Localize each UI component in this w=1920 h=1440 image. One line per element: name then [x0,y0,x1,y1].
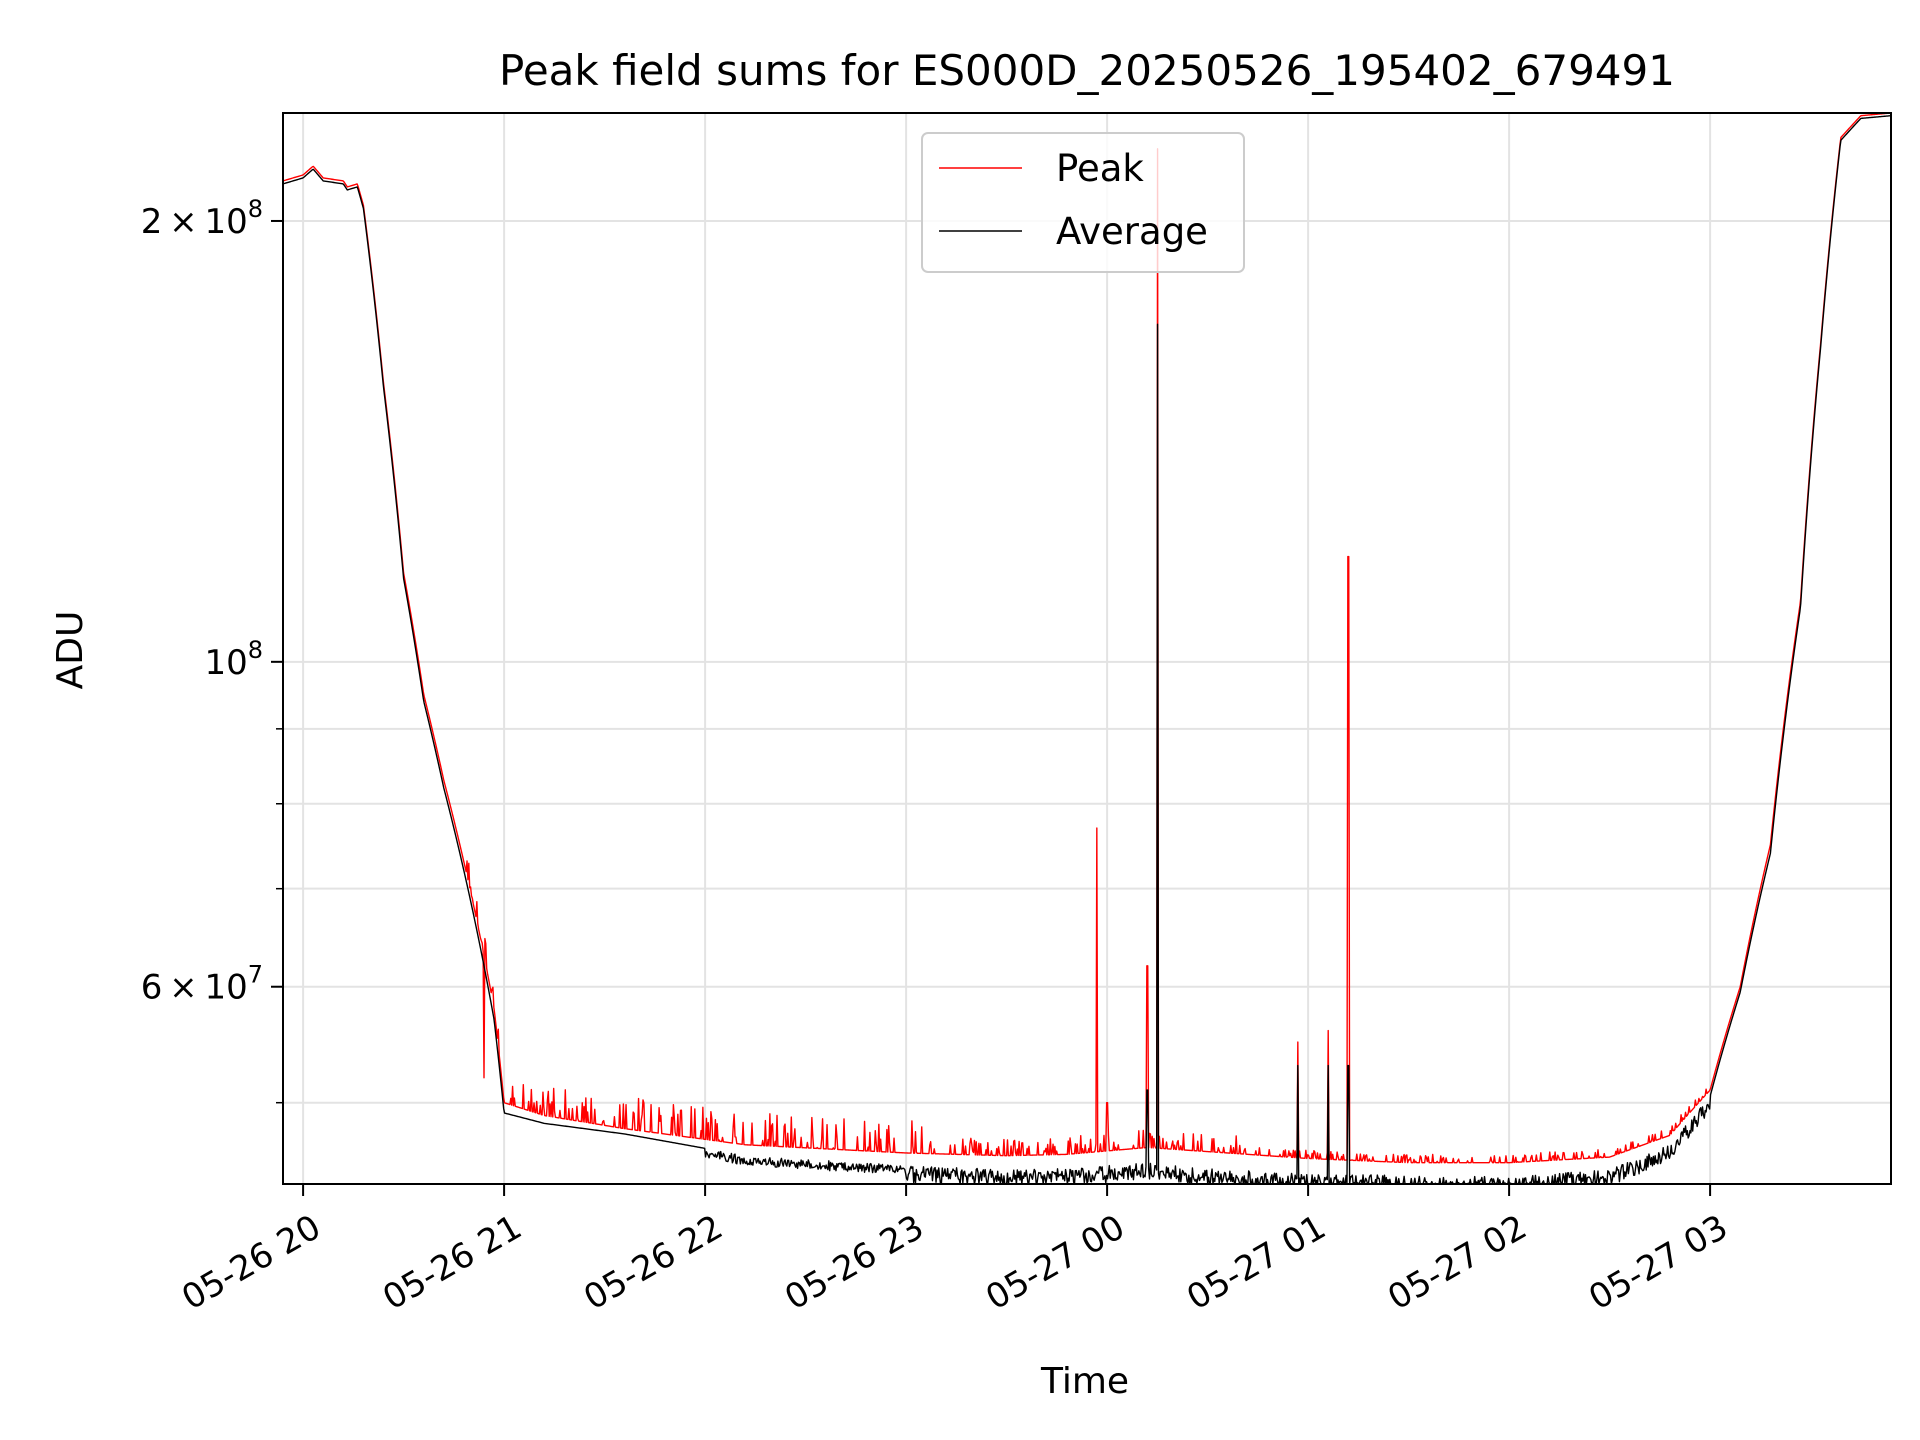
legend: Peak Average [921,132,1245,273]
chart-title: Peak field sums for ES000D_20250526_1954… [499,46,1675,95]
legend-label-peak: Peak [1056,147,1144,190]
y-axis-label: ADU [50,611,91,690]
y-axis: 108 2 × 108 6 × 107 [141,195,283,1104]
plot-frame [282,112,1892,1185]
y-tick-label: 6 × 107 [141,961,263,1008]
y-tick-label: 2 × 108 [141,195,263,242]
series-line-peak [283,113,1891,1164]
legend-label-average: Average [1056,210,1208,253]
x-axis-label: Time [1040,1361,1129,1402]
y-tick-label: 108 [204,636,263,683]
